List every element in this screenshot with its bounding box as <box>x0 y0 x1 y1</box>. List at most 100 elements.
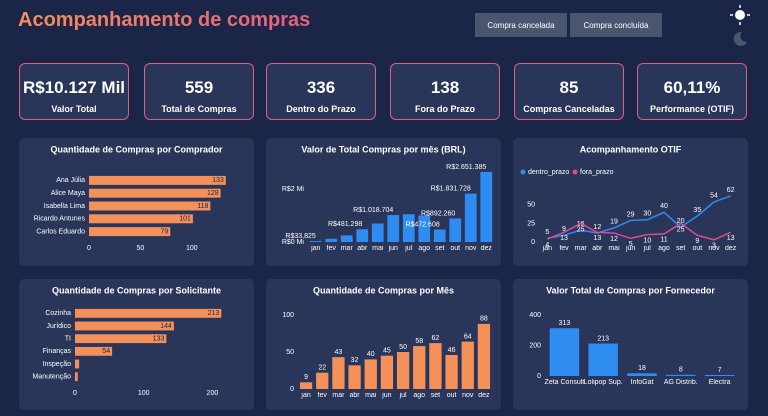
point-label: 30 <box>643 211 651 218</box>
value-label: R$481.298 <box>328 221 362 228</box>
category-label-box: mar <box>574 245 587 252</box>
category-label-box: mai <box>372 245 383 252</box>
point-label: 35 <box>693 207 701 214</box>
kpi-label: Total de Compras <box>161 104 237 114</box>
category-label: Alice Maya <box>51 190 85 197</box>
bar <box>75 346 113 356</box>
category-label-box: set <box>430 392 441 399</box>
kpi-card: 559 Total de Compras <box>144 63 254 120</box>
bar <box>429 343 442 389</box>
category-label-box: nov <box>465 245 476 252</box>
category-label-box: mar <box>332 392 345 399</box>
bar <box>348 365 361 389</box>
category-label-box: mar <box>340 245 353 252</box>
bar <box>75 372 78 382</box>
point-label: 4 <box>545 242 549 249</box>
chart: Quantidade de Compras por Solicitante 0 10… <box>32 285 222 397</box>
point-label: 20 <box>677 218 685 225</box>
bar <box>89 214 193 224</box>
y-tick-label: 0 <box>290 386 294 393</box>
y-tick-label: 50 <box>286 349 294 356</box>
category-label: set <box>435 245 445 252</box>
value-label: 32 <box>351 357 359 364</box>
y-tick-label: 400 <box>529 312 541 319</box>
point-label: 9 <box>695 238 699 245</box>
chart-card: Acompanhamento OTIF 0 25 50 jan fev mar abr mai j… <box>513 138 748 266</box>
line <box>547 195 731 240</box>
bar <box>704 374 735 376</box>
category-label-box: dez <box>478 392 489 399</box>
category-label-box: abr <box>357 245 367 252</box>
value-label: R$472.608 <box>405 221 439 228</box>
category-label-box: InfoGat <box>631 379 654 386</box>
category-label: nov <box>462 392 474 399</box>
legend-label: dentro_prazo <box>528 169 569 176</box>
category-label: dez <box>725 245 737 252</box>
point-label: 5 <box>629 241 633 248</box>
category-label-box: jan <box>542 245 552 252</box>
value-label: 213 <box>208 310 220 317</box>
category-label: ago <box>418 245 431 252</box>
line <box>547 222 731 241</box>
bar <box>402 214 415 242</box>
filter-button[interactable]: Compra cancelada <box>475 13 567 37</box>
chart: Quantidade de Compras por Mês 0 50 100 jan fe… <box>282 285 491 399</box>
point-label: 3 <box>712 243 716 250</box>
bar <box>461 341 474 389</box>
category-label: set <box>430 392 441 399</box>
value-label: R$1.831.728 <box>431 185 471 192</box>
kpi-value: R$10.127 Mil <box>22 78 126 97</box>
y-tick-label: 0 <box>537 373 541 380</box>
kpi-card: 138 Fora do Prazo <box>390 63 500 120</box>
point-label: 13 <box>727 235 735 242</box>
point-label: 9 <box>562 226 566 233</box>
category-label-box: dez <box>481 245 492 252</box>
y-tick-label: R$2 Mi <box>282 186 305 193</box>
category-label: out <box>692 245 703 252</box>
chart-card: Quantidade de Compras por Solicitante 0 10… <box>19 279 254 410</box>
x-tick-label: 50 <box>137 245 145 252</box>
x-tick-label: 0 <box>87 245 91 252</box>
category-label-box: mai <box>365 392 377 399</box>
category-label-box: nov <box>708 245 719 252</box>
category-label: mar <box>340 245 353 252</box>
filter-button[interactable]: Compra concluída <box>570 13 662 37</box>
bar <box>480 171 493 242</box>
bar <box>449 218 462 242</box>
bar <box>433 229 446 242</box>
kpi-card: R$10.127 Mil Valor Total <box>19 63 129 120</box>
value-label: 43 <box>335 349 343 356</box>
value-label: 54 <box>102 348 110 355</box>
value-label: R$33.825 <box>285 233 315 240</box>
chart-title: Quantidade de Compras por Mês <box>313 285 454 295</box>
legend-label: fora_prazo <box>580 169 614 176</box>
chart-card: Quantidade de Compras por Comprador 0 50 10… <box>19 138 254 266</box>
value-label: 18 <box>638 365 646 372</box>
category-label: mar <box>332 392 345 399</box>
category-label-box: jul <box>400 392 407 399</box>
category-label-box: jun <box>625 245 636 252</box>
value-label: 133 <box>153 336 165 343</box>
bar <box>75 321 174 331</box>
bar <box>396 352 410 389</box>
category-label: mar <box>574 245 587 252</box>
category-label-box: abr <box>592 245 602 252</box>
kpi-value: 138 <box>430 78 460 97</box>
theme-icons[interactable] <box>728 4 752 48</box>
point-label: 13 <box>593 235 601 242</box>
value-label: 313 <box>559 320 571 327</box>
category-label: AG Distrib. <box>663 379 698 386</box>
category-label: jun <box>625 245 636 252</box>
chart: Valor de Total Compras por mês (BRL) R$0 … <box>282 144 493 252</box>
bar <box>299 382 313 389</box>
category-label: mai <box>365 392 377 399</box>
category-label-box: jul <box>405 245 412 252</box>
bar <box>387 215 400 242</box>
category-label: jan <box>542 245 552 252</box>
chart-title: Quantidade de Compras por Comprador <box>50 144 223 154</box>
category-label-box: Lolipop Sup. <box>584 379 623 386</box>
category-label: jun <box>388 245 398 252</box>
category-label-box: fev <box>318 392 327 399</box>
